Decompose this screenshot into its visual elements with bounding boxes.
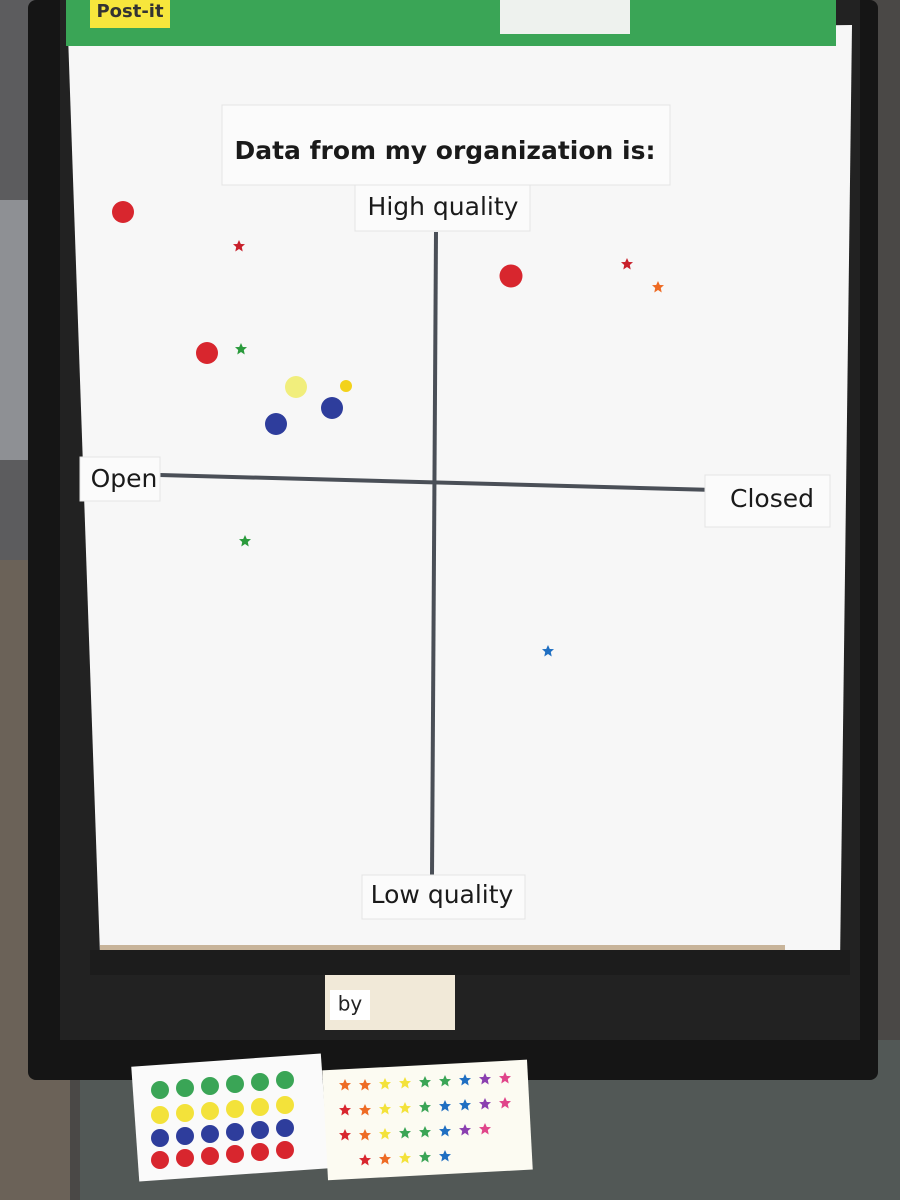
smiley-sticker [340, 380, 352, 392]
bottom-label: Low quality [371, 880, 514, 909]
star-sheet [322, 1059, 533, 1181]
dot-grid [151, 1071, 294, 1169]
left-card [79, 456, 161, 502]
title: Data from my organization is: [234, 136, 655, 165]
top-label: High quality [368, 192, 519, 221]
paper [68, 25, 852, 965]
frame-bar [90, 950, 850, 975]
red-dot [196, 342, 218, 364]
brand: Post-it [96, 1, 164, 22]
right-card [704, 474, 831, 528]
vertical-axis [430, 231, 438, 876]
red-dot [112, 201, 134, 223]
left-label: Open [91, 464, 158, 493]
title-card [221, 104, 671, 186]
yellow-dot [285, 376, 307, 398]
bottom-card [361, 874, 526, 920]
header-illustration [500, 0, 630, 34]
blue-dot [321, 397, 343, 419]
book-text: by [338, 992, 363, 1016]
red-dot [499, 264, 523, 288]
book-label [330, 990, 370, 1020]
right-label: Closed [730, 484, 814, 513]
top-card [354, 184, 531, 232]
blue-dot [265, 413, 287, 435]
horizontal-axis [159, 473, 716, 492]
pad-header [66, 0, 836, 46]
post-it-logo [90, 0, 170, 28]
